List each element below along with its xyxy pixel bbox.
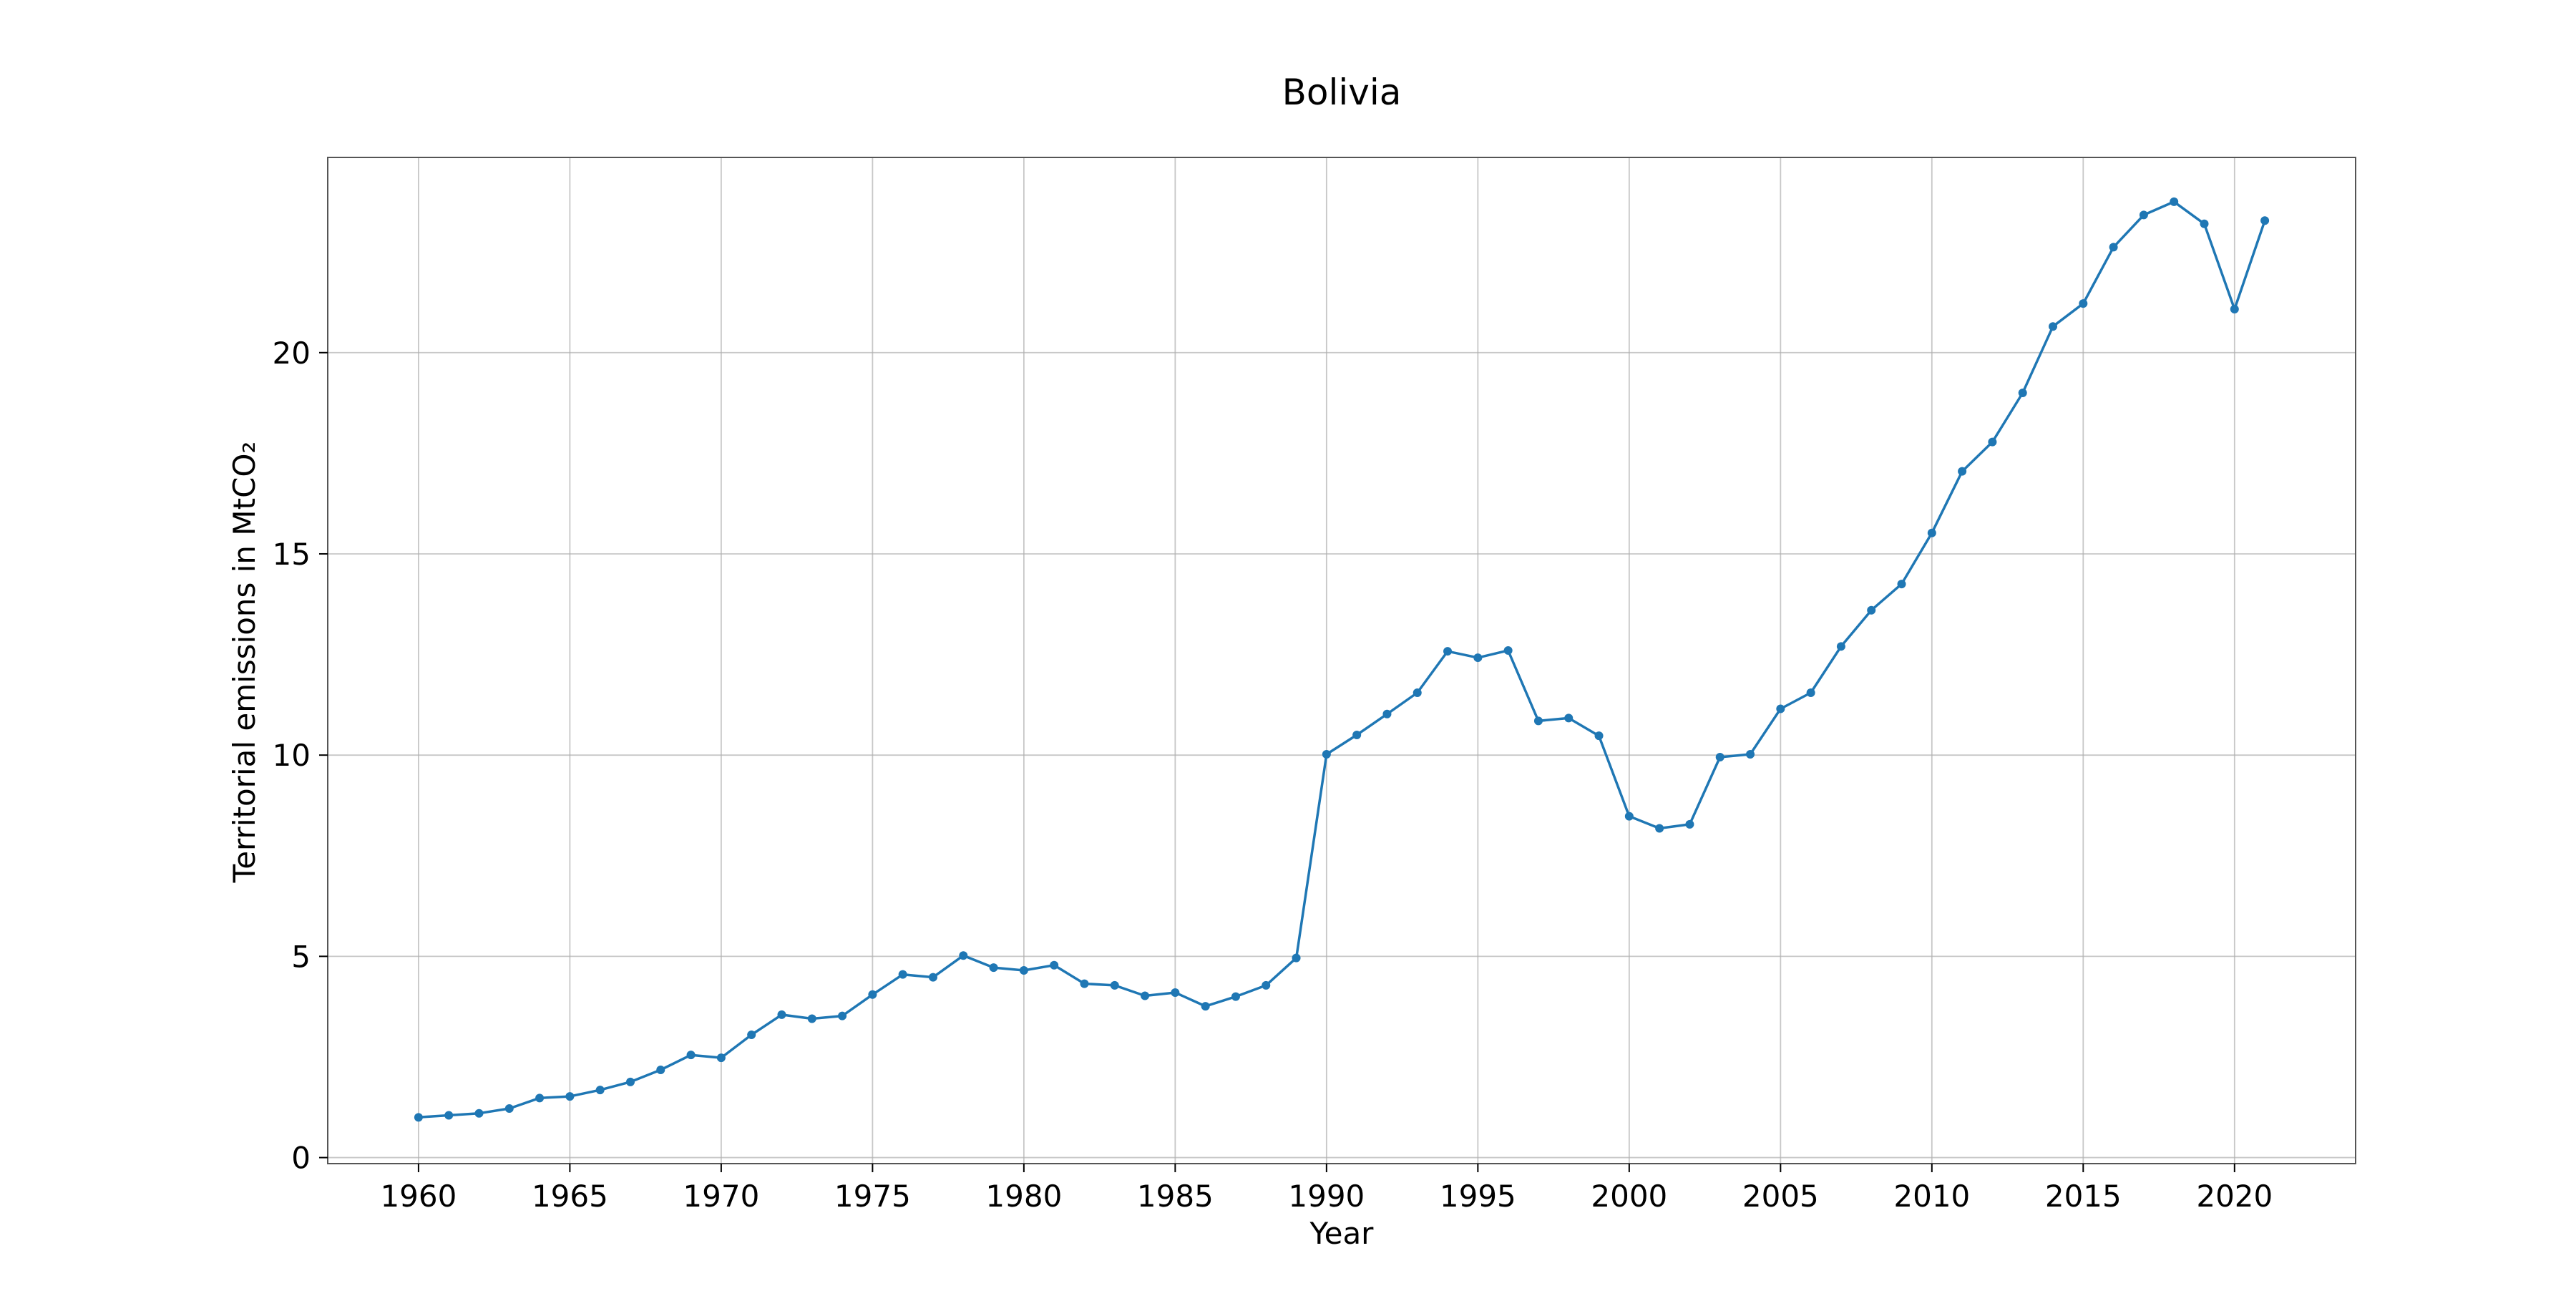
data-point xyxy=(2170,197,2179,206)
data-point xyxy=(2230,305,2239,314)
data-point xyxy=(1624,812,1634,821)
y-tick-label: 15 xyxy=(273,537,311,572)
data-point xyxy=(565,1092,575,1101)
data-point xyxy=(838,1011,847,1020)
data-point xyxy=(625,1077,635,1086)
data-point xyxy=(989,963,998,973)
x-tick-label: 2000 xyxy=(1591,1179,1667,1214)
data-point xyxy=(868,990,877,999)
data-point xyxy=(1231,992,1240,1001)
data-point xyxy=(1927,528,1936,537)
data-point xyxy=(1655,824,1664,833)
data-point xyxy=(1292,953,1301,963)
data-point xyxy=(1988,437,1997,447)
data-point xyxy=(656,1065,665,1074)
data-point xyxy=(1685,819,1694,829)
x-tick-label: 1970 xyxy=(683,1179,759,1214)
x-axis-title: Year xyxy=(1309,1216,1375,1251)
data-point xyxy=(444,1111,454,1120)
data-point xyxy=(1473,653,1483,663)
y-tick-label: 0 xyxy=(291,1141,311,1176)
data-point xyxy=(1503,646,1513,655)
x-tick-label: 2010 xyxy=(1893,1179,1970,1214)
data-point xyxy=(1110,980,1119,990)
data-point xyxy=(1019,966,1028,975)
data-point xyxy=(1836,642,1845,651)
data-point xyxy=(1443,647,1453,656)
data-point xyxy=(1382,709,1392,718)
data-point xyxy=(898,970,907,979)
y-tick-label: 10 xyxy=(273,738,311,773)
x-tick-label: 2005 xyxy=(1742,1179,1819,1214)
x-tick-label: 2015 xyxy=(2045,1179,2122,1214)
series-line xyxy=(418,200,2266,1119)
data-point xyxy=(1867,605,1876,615)
y-tick-label: 5 xyxy=(291,939,311,974)
y-tick-label: 20 xyxy=(273,336,311,371)
data-point xyxy=(1776,704,1785,713)
data-point xyxy=(2018,389,2027,398)
data-point xyxy=(1594,731,1604,741)
data-point xyxy=(2109,243,2118,252)
ticks-layer: 1960 1965 1970 1975 1980 1985 1990 1995 2000 2005… xyxy=(273,336,2273,1214)
data-point xyxy=(474,1109,484,1118)
data-point xyxy=(1141,991,1150,1000)
x-tick-label: 1965 xyxy=(532,1179,608,1214)
data-point xyxy=(2260,216,2270,225)
data-point xyxy=(959,951,968,960)
data-point xyxy=(716,1053,726,1063)
data-point xyxy=(504,1104,514,1113)
data-point xyxy=(1564,713,1574,723)
grid-layer xyxy=(328,157,2356,1164)
data-point xyxy=(414,1113,423,1122)
data-point xyxy=(1958,467,1967,476)
x-tick-label: 2020 xyxy=(2196,1179,2273,1214)
data-point xyxy=(686,1051,696,1060)
data-point xyxy=(595,1086,605,1095)
data-point xyxy=(1533,716,1543,726)
x-tick-label: 1990 xyxy=(1288,1179,1365,1214)
data-point xyxy=(747,1031,756,1040)
data-point xyxy=(1413,688,1422,697)
data-point xyxy=(1171,988,1180,997)
data-point xyxy=(1050,960,1059,970)
data-point xyxy=(2049,322,2058,331)
x-tick-label: 1985 xyxy=(1137,1179,1214,1214)
x-tick-label: 1995 xyxy=(1440,1179,1516,1214)
data-layer xyxy=(414,197,2270,1122)
data-point xyxy=(1746,750,1755,759)
data-point xyxy=(2200,219,2209,228)
data-point xyxy=(928,973,937,982)
y-axis-title: Territorial emissions in MtCO₂ xyxy=(227,442,262,884)
data-point xyxy=(1352,731,1362,740)
x-tick-label: 1960 xyxy=(380,1179,457,1214)
data-point xyxy=(807,1014,816,1023)
data-point xyxy=(2079,299,2088,308)
data-point xyxy=(1201,1002,1210,1011)
chart-title: Bolivia xyxy=(1282,72,1402,113)
data-point xyxy=(1806,688,1815,697)
data-point xyxy=(535,1093,545,1103)
data-point xyxy=(777,1010,786,1019)
data-point xyxy=(1322,750,1331,759)
data-point xyxy=(1080,979,1089,988)
data-point xyxy=(2139,210,2148,220)
data-point xyxy=(1897,580,1906,589)
data-point xyxy=(1715,752,1724,761)
plot-area-frame xyxy=(327,157,2356,1164)
x-tick-label: 1980 xyxy=(985,1179,1062,1214)
x-tick-label: 1975 xyxy=(834,1179,911,1214)
data-point xyxy=(1262,980,1271,990)
